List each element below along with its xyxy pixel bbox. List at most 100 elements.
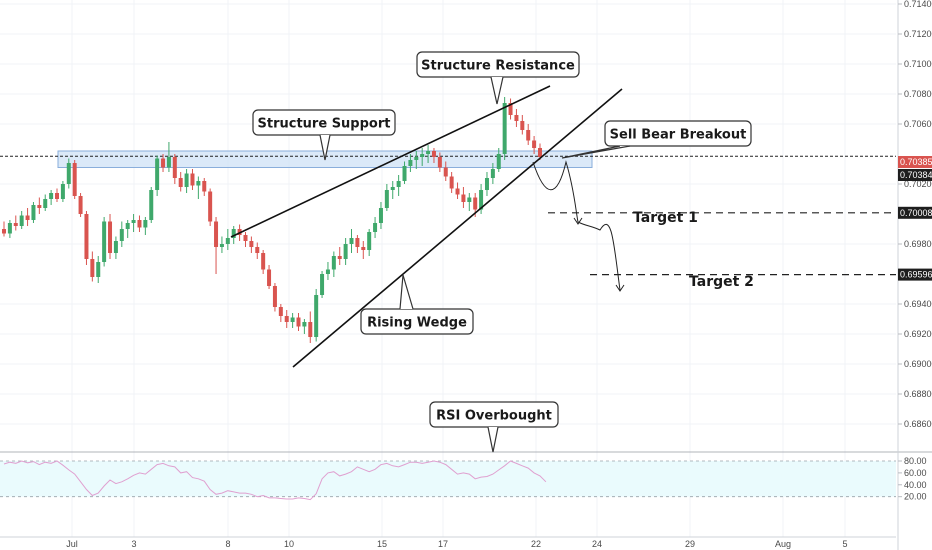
candle-body [131,220,136,223]
candle-body [537,148,542,157]
callout-structure-resistance: Structure Resistance [421,59,575,74]
candle-body [49,193,54,199]
candle-body [166,157,171,168]
candle-body [196,181,201,186]
time-tick-label: 8 [225,539,230,549]
price-badge-target2: 0.69596 [900,270,932,280]
candle-body [19,215,24,226]
time-axis[interactable]: Jul 3 8 10 15 17 22 24 29 Aug 5 [0,536,896,549]
candle-body [161,158,166,168]
candle-body [426,151,431,154]
candle-body [514,115,519,121]
candle-body [284,316,289,322]
candle-body [172,157,177,178]
price-badge-current: 0.70385 [900,157,932,167]
rsi-pane [0,451,932,501]
candle-body [449,176,454,189]
price-badge-target1: 0.70008 [900,208,932,218]
time-tick-label: 17 [438,539,448,549]
candle-body [308,322,313,337]
candle-body [396,181,401,187]
callout-structure-support-tail [319,134,331,161]
drawings: Target 1 Target 2 [230,85,896,368]
candle-body [314,295,319,337]
candle-body [125,223,130,229]
candle-body [119,229,124,241]
candle-body [343,244,348,259]
candle-body [184,173,189,187]
candle-body [108,221,113,253]
candle-body [267,269,272,286]
time-tick-label: 22 [531,539,541,549]
time-tick-label: 10 [284,539,294,549]
grid [0,0,896,537]
candle-body [31,205,36,220]
price-badge-close-bg [898,169,932,181]
price-badge-target1-bg [898,206,932,219]
candle-body [243,235,248,241]
candle-body [302,322,307,327]
candle-body [78,196,83,214]
target1-label: Target 1 [633,210,698,226]
callout-sell-bear-breakout-tail [561,145,631,159]
rsi-line [3,460,547,501]
candle-body [214,221,219,247]
wedge-upper-line [230,85,551,238]
candle-body [13,223,18,226]
candle-body [202,181,207,192]
time-tick-label: 29 [685,539,695,549]
price-badge-current-bg [898,156,932,168]
callout-sell-bear-breakout-box [604,120,752,147]
projection-path [532,160,621,291]
callout-structure-support: Structure Support [258,117,391,132]
candle-body [190,173,195,186]
candle-body [355,238,360,247]
callout-sell-bear-breakout: Sell Bear Breakout [610,128,747,143]
wedge-lower-line [292,88,623,368]
candle-body [373,223,378,232]
rsi-tick-label: 80.00 [904,456,927,466]
candle-body [178,178,183,187]
candle-body [461,194,466,202]
candle-body [255,247,260,253]
candle-body [219,244,224,247]
candle-body [443,167,448,177]
candle-body [402,166,407,181]
callout-rising-wedge-box [360,308,474,335]
callout-rising-wedge-tail [399,274,414,310]
candle-body [225,238,230,244]
candle-body [526,130,531,141]
candle-body [331,256,336,270]
candle-body [2,229,6,234]
time-tick-label: 5 [842,539,847,549]
candle-body [113,241,118,253]
callout-structure-resistance-tail [490,76,504,105]
candle-body [249,241,254,247]
price-badge-close: 0.70384 [900,170,932,180]
candle-body [455,188,460,195]
callout-rising-wedge: Rising Wedge [367,316,467,331]
candle-body [502,103,507,154]
candle-body [361,247,366,250]
candle-body [102,221,107,262]
candle-body [25,215,30,220]
candle-body [520,121,525,130]
rsi-tick-label: 20.00 [904,492,927,502]
candle-body [384,190,389,208]
candle-body [149,190,154,220]
candle-body [137,220,142,228]
candle-body [84,214,89,259]
rsi-tick-label: 40.00 [904,480,927,490]
